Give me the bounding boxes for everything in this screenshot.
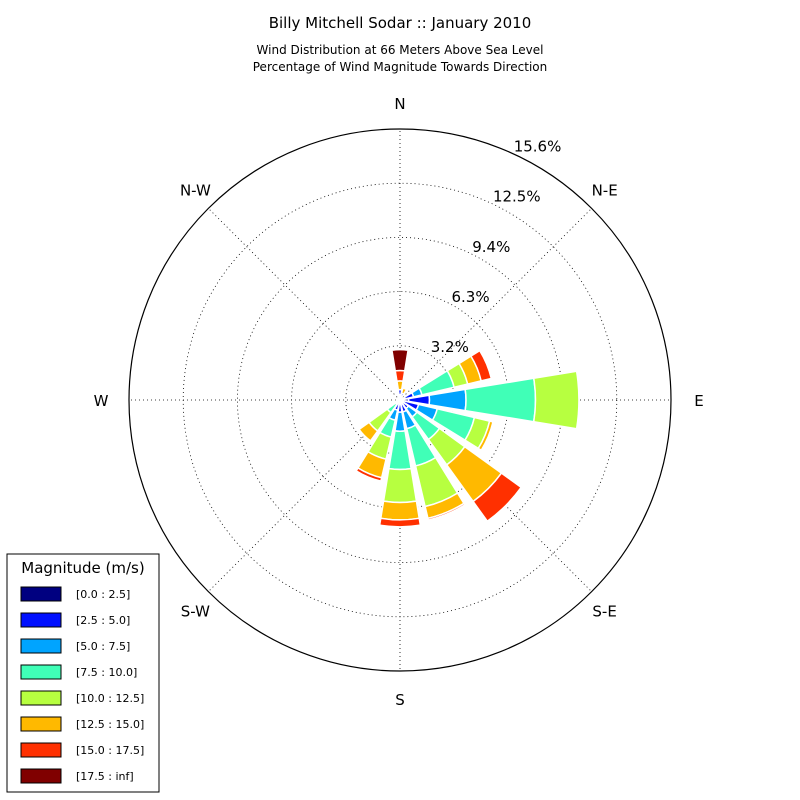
radial-tick-label-3: 9.4% <box>472 238 510 256</box>
legend-label-3: [7.5 : 10.0] <box>76 666 137 679</box>
legend-label-7: [17.5 : inf] <box>76 770 134 783</box>
legend-label-0: [0.0 : 2.5] <box>76 588 130 601</box>
legend-items: [0.0 : 2.5] [2.5 : 5.0] [5.0 : 7.5] [7.5 : … <box>20 586 144 784</box>
legend-swatch-4 <box>20 690 62 706</box>
wind-bar-90-bin-4 <box>532 370 580 430</box>
radial-tick-label-1: 3.2% <box>431 338 469 356</box>
chart-subtitle-line-2: Percentage of Wind Magnitude Towards Dir… <box>253 60 547 74</box>
radial-tick-label-2: 6.3% <box>451 288 489 306</box>
wind-bar-180-bin-4 <box>382 467 418 504</box>
direction-label-e: E <box>694 392 703 410</box>
legend-swatch-1 <box>20 612 62 628</box>
radial-tick-label-5: 15.6% <box>514 138 562 156</box>
wind-bar-0-bin-7 <box>391 348 409 372</box>
wind-bar-180-bin-6 <box>378 517 422 528</box>
wind-bar-270-bin-2 <box>395 398 400 402</box>
wind-bar-112.5-bin-5 <box>477 420 494 452</box>
chart-title: Billy Mitchell Sodar :: January 2010 <box>269 14 532 32</box>
wind-bar-90-bin-3 <box>464 377 537 423</box>
legend-label-4: [10.0 : 12.5] <box>76 692 144 705</box>
direction-label-s: S <box>395 691 405 709</box>
legend-label-1: [2.5 : 5.0] <box>76 614 130 627</box>
outer-circle <box>128 128 672 672</box>
legend-swatch-0 <box>20 586 62 602</box>
legend-label-2: [5.0 : 7.5] <box>76 640 130 653</box>
wind-bar-202.5-bin-6 <box>355 466 383 483</box>
axis-labels: N N-E E S-E S S-W W N-W 3.2% 6.3% 9.4% 12.5% 15.6% <box>94 95 704 709</box>
direction-label-w: W <box>94 392 109 410</box>
chart-subtitle-line-1: Wind Distribution at 66 Meters Above Sea… <box>257 43 544 57</box>
wind-bars <box>355 348 580 528</box>
direction-label-n: N <box>394 95 405 113</box>
radial-tick-label-4: 12.5% <box>493 188 541 206</box>
legend-swatch-2 <box>20 638 62 654</box>
direction-label-s-e: S-E <box>592 603 616 621</box>
legend-swatch-5 <box>20 716 62 732</box>
legend-title: Magnitude (m/s) <box>21 559 144 577</box>
wind-bar-0-bin-6 <box>394 369 406 382</box>
legend-swatch-7 <box>20 768 62 784</box>
wind-bar-22.5-bin-5 <box>400 387 408 396</box>
legend-swatch-6 <box>20 742 62 758</box>
direction-label-n-e: N-E <box>592 181 618 199</box>
wind-bar-135-bin-6 <box>472 472 523 523</box>
wind-bar-67.5-bin-6 <box>469 349 493 382</box>
wind-bar-180-bin-5 <box>379 500 421 521</box>
direction-label-n-w: N-W <box>180 181 211 199</box>
wind-bar-337.5-bin-2 <box>397 395 401 400</box>
wind-bar-90-bin-2 <box>428 388 467 412</box>
wind-bar-225-bin-5 <box>358 421 379 442</box>
legend-label-6: [15.0 : 17.5] <box>76 744 144 757</box>
legend-label-5: [12.5 : 15.0] <box>76 718 144 731</box>
wind-bar-180-bin-3 <box>387 430 413 471</box>
outer-ring <box>128 128 672 672</box>
legend: Magnitude (m/s) [0.0 : 2.5] [2.5 : 5.0] [5… <box>6 553 160 793</box>
legend-swatch-3 <box>20 664 62 680</box>
grid-spoke-n-w <box>208 208 401 401</box>
wind-bar-157.5-bin-6 <box>427 502 466 521</box>
direction-label-s-w: S-W <box>181 603 210 621</box>
